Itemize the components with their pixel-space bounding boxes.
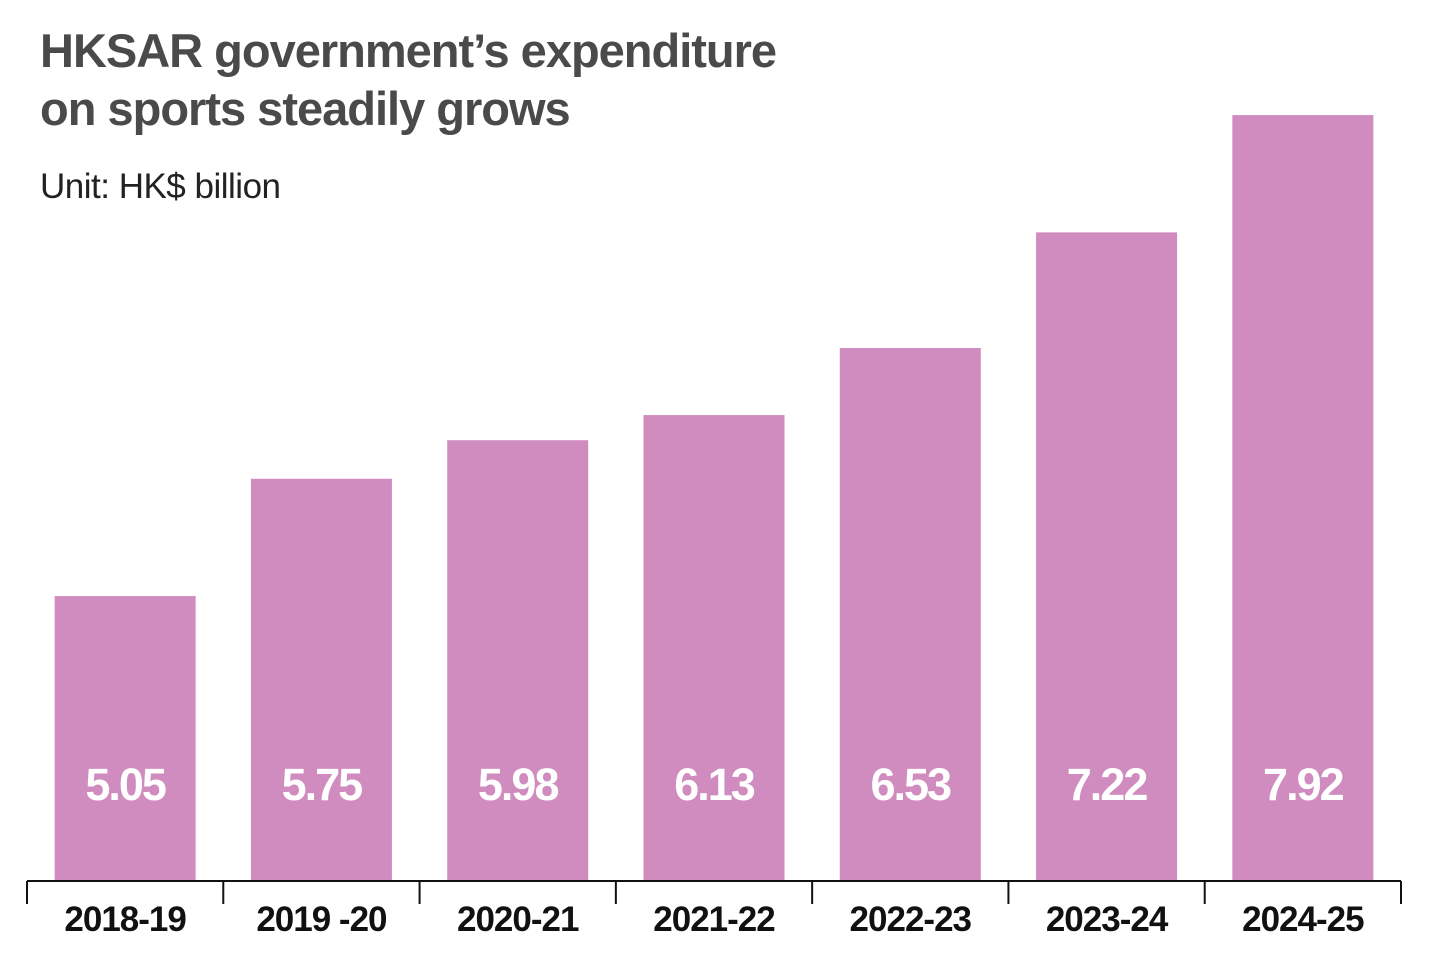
x-tick-label: 2018-19: [64, 900, 186, 939]
chart-title: HKSAR government’s expenditure on sports…: [40, 22, 940, 138]
bar: [839, 348, 981, 882]
bar: [1036, 232, 1178, 881]
bar-value-label: 6.53: [870, 759, 951, 810]
x-tick-label: 2021-22: [653, 900, 775, 939]
bar: [447, 440, 589, 881]
bar-value-label: 5.05: [85, 759, 166, 810]
chart-title-line-2: on sports steadily grows: [40, 82, 571, 135]
bar-value-label: 7.22: [1067, 759, 1148, 810]
bar: [1232, 115, 1374, 882]
bar-value-label: 5.98: [478, 759, 559, 810]
bar-value-label: 6.13: [674, 759, 755, 810]
x-axis: [26, 880, 1402, 904]
x-tick-label: 2023-24: [1046, 900, 1169, 939]
x-tick-label: 2020-21: [457, 900, 579, 939]
x-tick-label: 2019 -20: [256, 900, 387, 939]
x-tick-label-group: 2018-19 2019 -20 2020-21 2021-22 2022-23 2023…: [64, 900, 1365, 939]
x-tick-label: 2024-25: [1242, 900, 1364, 939]
value-label-group: 5.05 5.75 5.98 6.13 6.53 7.22 7.92: [85, 759, 1345, 810]
bar-series: [54, 115, 1374, 882]
chart-title-line-1: HKSAR government’s expenditure: [40, 24, 777, 77]
bar: [643, 415, 785, 881]
bar-value-label: 5.75: [282, 759, 363, 810]
bar: [54, 596, 196, 881]
bar: [250, 478, 392, 881]
chart-unit-label: Unit: HK$ billion: [40, 167, 281, 206]
bar-value-label: 7.92: [1263, 759, 1344, 810]
x-tick-label: 2022-23: [850, 900, 972, 939]
